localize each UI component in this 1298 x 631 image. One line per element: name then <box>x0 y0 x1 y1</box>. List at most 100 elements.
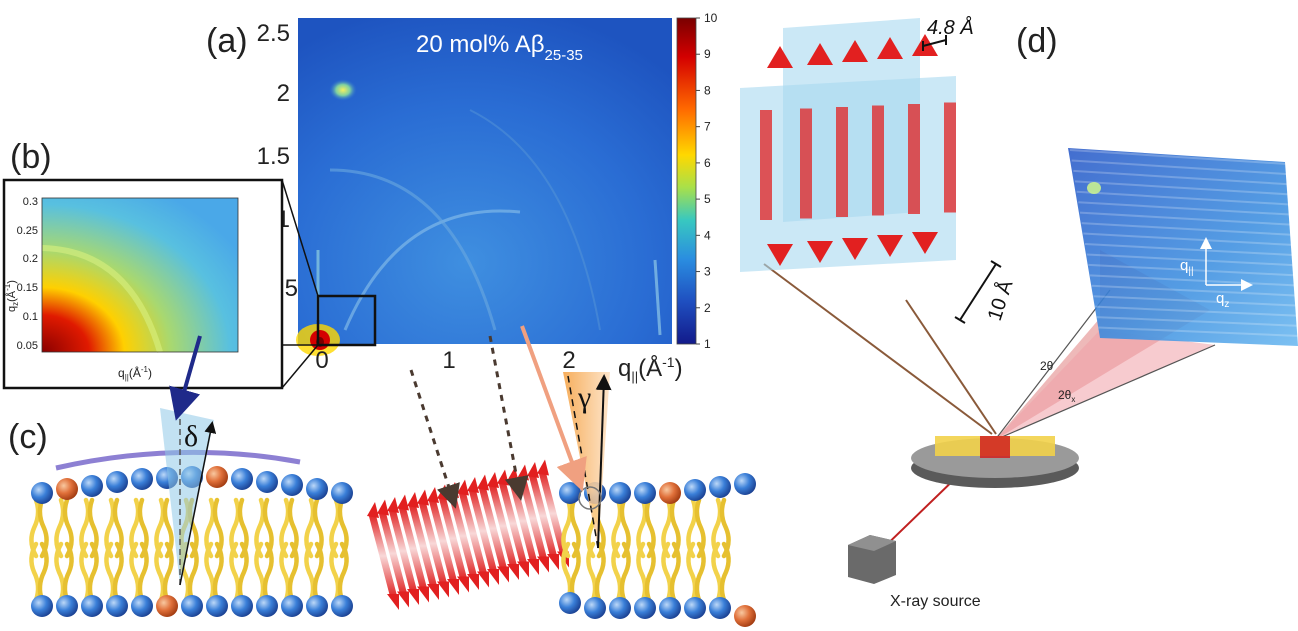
two-theta-label: 2θ <box>1040 359 1054 373</box>
beta-strand <box>368 513 398 599</box>
detector-stripe <box>1089 274 1295 287</box>
beta-strand-head <box>807 43 833 65</box>
beta-strand-head <box>417 586 429 603</box>
lipid-head <box>684 597 706 619</box>
scattering-streak <box>653 259 662 336</box>
beta-strand-head <box>842 238 868 260</box>
panel-label-b: (b) <box>10 138 52 176</box>
detector-stripe <box>1091 284 1295 297</box>
lipid-head <box>206 595 228 617</box>
scatter-line <box>994 289 1111 441</box>
lipid-tail <box>619 541 631 603</box>
scattering-arc <box>329 168 497 331</box>
lipid-head <box>231 468 253 490</box>
beta-strand <box>418 500 448 587</box>
gamma-symbol: γ <box>577 381 591 414</box>
beta-strand-head <box>447 579 459 595</box>
beta-strand-back <box>944 102 956 213</box>
scatter-line <box>994 344 1216 441</box>
lipid-head <box>106 595 128 617</box>
sheet-spacing-bracket <box>954 316 966 324</box>
lipid-tail <box>154 541 166 603</box>
beta-strand <box>538 470 568 557</box>
lipid-tails-left <box>29 497 349 603</box>
xray-source-label: X-ray source <box>890 593 981 610</box>
beta-strand-head <box>437 484 449 501</box>
lipid-tail <box>212 541 224 603</box>
lipid-tails-right <box>561 497 731 603</box>
delta-tilt-arrow <box>179 421 217 586</box>
lipid-head <box>81 595 103 617</box>
detector-stripe <box>1071 159 1288 176</box>
panel-b: (b) 0.3 0.25 0.2 0.15 0.1 0.05 qz(Å-1) q… <box>2 138 375 390</box>
lipid-tail <box>204 541 216 603</box>
lipid-head <box>684 479 706 501</box>
arrow-to-fibril <box>488 335 529 501</box>
beta-strand-head <box>807 241 833 263</box>
beta-strand-head <box>457 479 469 496</box>
strand-spacing-label: 4.8 Å <box>927 16 974 39</box>
lipid-tail <box>137 541 149 603</box>
xray-source-top <box>848 535 896 551</box>
colorbar-tick-label: 6 <box>704 156 711 170</box>
strand-spacing-bracket <box>922 39 947 47</box>
lipid-tail <box>87 541 99 603</box>
lipid-head <box>559 592 581 614</box>
delta-cone <box>160 408 214 585</box>
colorbar-ticks: 10 9 8 7 6 5 4 3 2 1 <box>696 11 718 351</box>
colorbar-tick-label: 1 <box>704 337 711 351</box>
lipid-tail <box>337 541 349 603</box>
detector-stripe <box>1078 201 1291 216</box>
y-tick-label: 0.15 <box>17 282 38 294</box>
beta-strand <box>388 508 418 594</box>
colorbar <box>676 17 697 345</box>
beta-strand <box>408 503 438 589</box>
panel-label-a: (a) <box>206 22 248 60</box>
x-tick-label: 2 <box>562 347 575 374</box>
beta-strand-head <box>527 559 539 575</box>
beta-strand-head <box>527 462 539 478</box>
lipid-heads-right <box>559 473 756 627</box>
panel-d: (d) q|| qz 2θ 2θx X-ray source <box>740 16 1298 610</box>
panel-c: (c) δ γ <box>8 325 756 627</box>
sheet-spacing-bracket <box>990 260 1002 268</box>
lipid-tail <box>644 541 656 603</box>
beta-strand-head <box>477 571 489 588</box>
lipid-tail <box>112 541 124 603</box>
lipid-tail <box>312 541 324 603</box>
detector-image <box>1068 148 1298 346</box>
detector-stripe <box>1084 243 1293 256</box>
lipid-tail <box>661 541 673 603</box>
lipid-head <box>709 597 731 619</box>
lipid-head <box>734 605 756 627</box>
y-tick-label: 1.5 <box>257 143 290 170</box>
colorbar-tick-label: 9 <box>704 47 711 61</box>
beta-strand-head <box>877 235 903 257</box>
inset-x-axis-label: q||(Å-1) <box>118 365 152 382</box>
lipid-head <box>734 473 756 495</box>
lipid-tail <box>229 541 241 603</box>
lipid-head <box>81 475 103 497</box>
scattering-arc <box>469 109 601 331</box>
lipid-tail <box>329 541 341 603</box>
panel-label-c: (c) <box>8 418 48 456</box>
detector-stripe <box>1086 253 1294 267</box>
lipid-head <box>659 482 681 504</box>
beta-strand-head <box>767 46 793 68</box>
gamma-tilt-arrow <box>595 374 612 549</box>
lipid-tail <box>594 541 606 603</box>
lipid-head <box>31 482 53 504</box>
scattering-cone <box>995 330 1215 440</box>
lipid-tail <box>129 541 141 603</box>
lipid-head <box>634 597 656 619</box>
beta-strand-head <box>487 472 499 488</box>
beta-strand-head <box>437 581 449 598</box>
detector-stripe <box>1074 180 1289 196</box>
lipid-head <box>709 476 731 498</box>
amyloid-fibril <box>367 459 569 610</box>
highlight-circle <box>578 486 602 510</box>
panel-a: (a) 20 mol% Aβ25-35 2.5 2 1.5 1 0.5 qz(Å… <box>206 11 718 384</box>
beta-strand-head <box>407 492 419 508</box>
y-tick-label: 0.3 <box>23 196 38 208</box>
